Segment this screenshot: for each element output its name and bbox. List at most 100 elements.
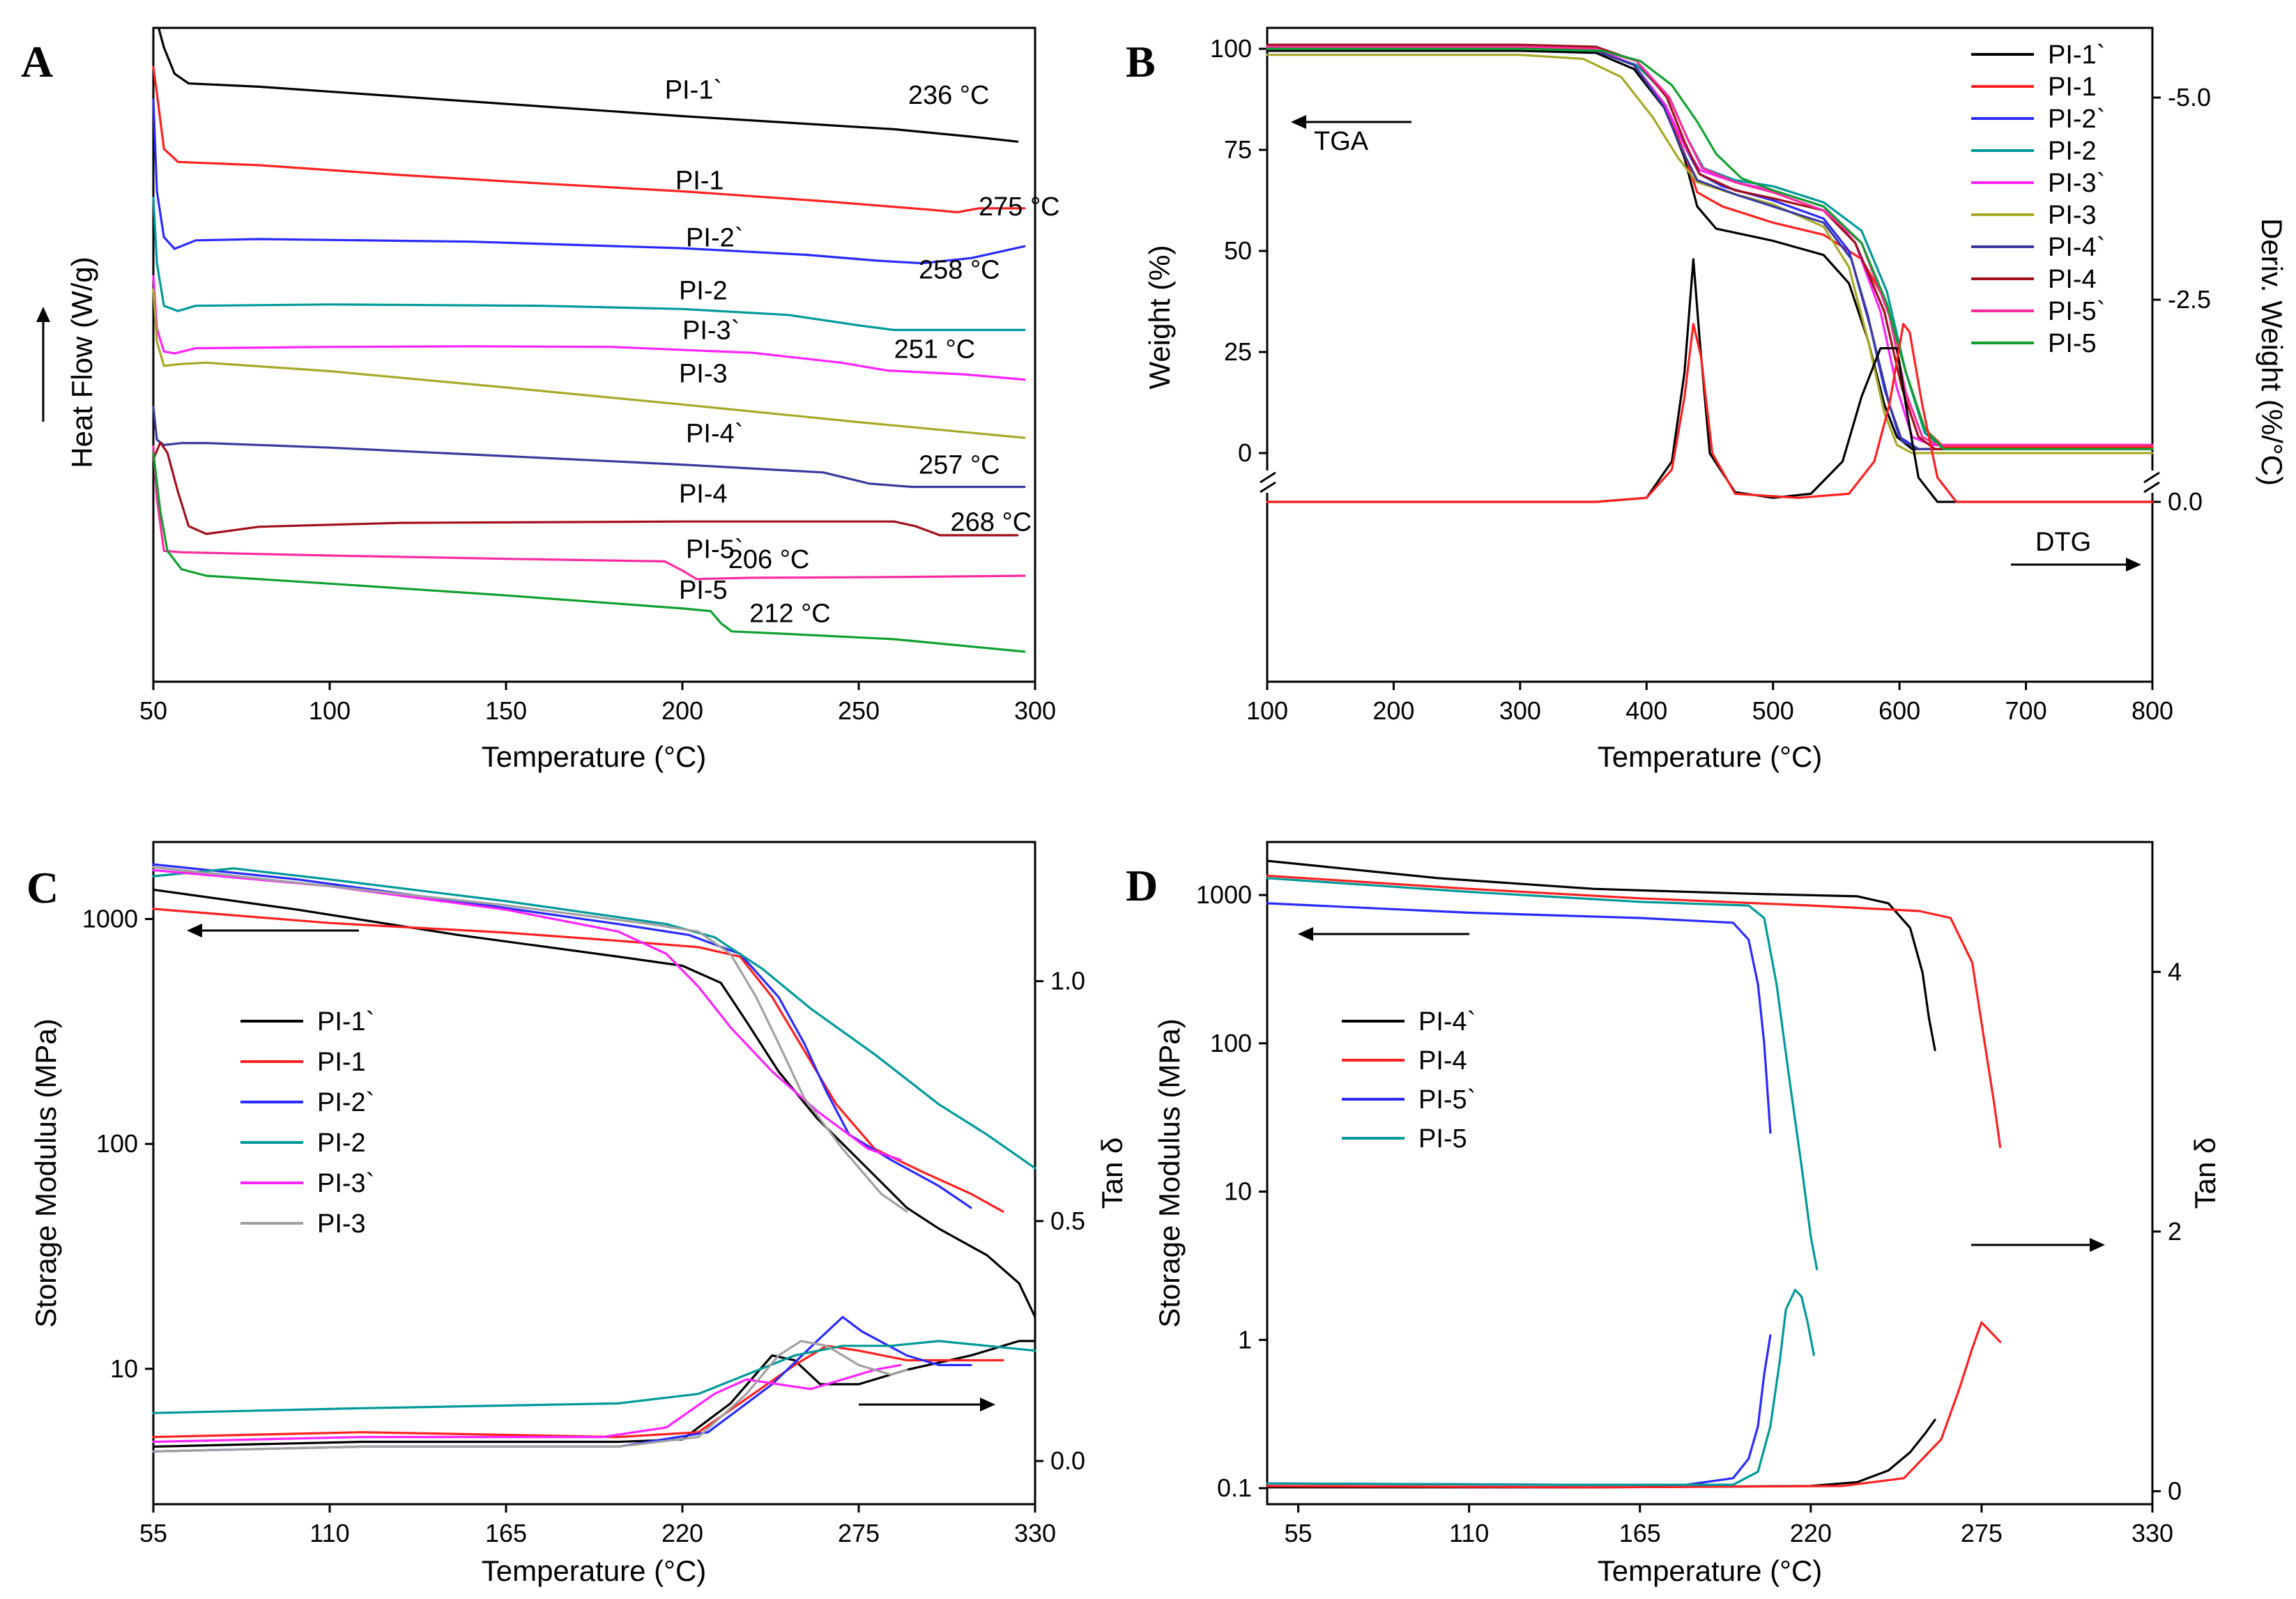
- panel-c-modulus-arrow: [187, 924, 359, 938]
- panel-d-y-tick-label: 10: [1224, 1177, 1252, 1206]
- panel-b-tga-curve-pi-5: [1266, 47, 2154, 450]
- panel-b-x-tick-label: 500: [1752, 696, 1794, 725]
- panel-b-tga-curve-pi-2: [1266, 47, 2154, 450]
- panel-d-y-tick-label: 1000: [1196, 880, 1252, 909]
- panel-b-y-tick-label: 50: [1224, 236, 1252, 265]
- panel-c-tan-curve-pi-2: [152, 1340, 1036, 1414]
- panel-b-y-tick-label: 0: [1238, 438, 1252, 467]
- panel-b-legend-label-pi-5: PI-5`: [2048, 297, 2105, 326]
- panel-a-curve-pi-5: [152, 445, 1026, 581]
- panel-d-tan-curve-pi-5: [1266, 1334, 1772, 1486]
- panel-a-label-pi-5: PI-5: [679, 576, 728, 605]
- panel-a-x-tick-label: 250: [838, 696, 880, 725]
- panel-d-legend-label-pi-5: PI-5: [1418, 1124, 1467, 1154]
- panel-c-x-tick-label: 220: [661, 1519, 703, 1547]
- panel-b-y-tick-label: 100: [1210, 34, 1252, 63]
- panel-b-dtg-curve-pi-1: [1266, 258, 2154, 503]
- panel-b-legend-label-pi-4: PI-4: [2048, 265, 2097, 294]
- panel-a-curves: [152, 26, 1026, 653]
- panel-b-break-mark-3: [2143, 471, 2160, 484]
- panel-b-tga-curve-pi-4: [1266, 47, 2154, 450]
- panel-a-curve-labels: PI-1` 236 °C PI-1 275 °C PI-2` 258 °C PI-2 PI-3…: [665, 75, 1060, 628]
- panel-d-tan-curve-pi-5: [1266, 1289, 1815, 1486]
- panel-b-legend: PI-1`PI-1 PI-2` PI-2 PI-3` PI-3 PI-4` PI-4 PI-5…: [1971, 40, 2105, 358]
- panel-b-y-tick-label: 75: [1224, 135, 1252, 164]
- panel-a-up-arrow: [36, 307, 50, 422]
- panel-b-x-tick-label: 400: [1625, 696, 1667, 725]
- panel-letter-d: D: [1126, 861, 1158, 910]
- panel-c-modulus-curve-pi-1: [152, 908, 1004, 1213]
- panel-d-x-tick-label: 110: [1449, 1519, 1489, 1547]
- panel-c-legend-label-pi-3: PI-3`: [317, 1169, 374, 1198]
- panel-d-y2-tick-label: 4: [2168, 957, 2182, 986]
- panel-c-tan-curve-pi-3: [152, 1363, 902, 1444]
- panel-c-legend-label-pi-3: PI-3: [317, 1209, 366, 1239]
- panel-a-up-arrow-head: [36, 307, 50, 322]
- panel-c-tan-curve-pi-3: [152, 1340, 908, 1453]
- panel-b-y-axis-label: Weight (%): [1143, 245, 1176, 390]
- panel-c-y2-tick-label: 0.5: [1050, 1207, 1085, 1235]
- panel-d-tan-arrow-head: [2090, 1238, 2105, 1252]
- panel-c-tan-curve-pi-1: [152, 1340, 1036, 1448]
- panel-c-x-tick-label: 330: [1014, 1519, 1056, 1547]
- panel-b-tga-annotation: TGA: [1314, 127, 1369, 156]
- panel-a-label-pi-2: PI-2`: [686, 223, 743, 252]
- panel-b-y-tick-label: 25: [1224, 337, 1252, 366]
- panel-b-axis-break: [1260, 471, 2160, 494]
- panel-letter-b: B: [1126, 37, 1156, 86]
- panel-b-x-tick-label: 800: [2132, 696, 2173, 725]
- panel-a-label-pi-1: PI-1`: [665, 75, 722, 105]
- panel-c-x-tick-label: 275: [838, 1519, 880, 1547]
- panel-b-y2-tick-label: -2.5: [2168, 285, 2211, 314]
- panel-c-tan-arrow: [859, 1398, 995, 1411]
- panel-c-x-tick-label: 55: [139, 1519, 167, 1547]
- panel-a-curve-pi-2: [152, 197, 1026, 331]
- panel-c-legend: PI-1` PI-1 PI-2` PI-2 PI-3` PI-3: [240, 1007, 374, 1239]
- panel-a-frame: [152, 26, 1036, 683]
- panel-b-legend-label-pi-4: PI-4`: [2048, 233, 2105, 262]
- panel-d-y2-axis-label: Tan δ: [2189, 1138, 2221, 1209]
- panel-c-legend-label-pi-1: PI-1`: [317, 1007, 374, 1036]
- panel-c-legend-label-pi-2: PI-2: [317, 1129, 366, 1158]
- panel-b-tga-arrow: [1291, 115, 1411, 129]
- panel-b-break-mark-4: [2143, 481, 2160, 494]
- panel-d-modulus-curve-pi-4: [1266, 874, 2002, 1149]
- panel-a-x-axis-label: Temperature (°C): [482, 740, 707, 773]
- panel-d-x-tick-label: 220: [1790, 1519, 1832, 1547]
- panel-b-tga-curve-pi-2: [1266, 47, 2154, 450]
- panel-c-legend-label-pi-1: PI-1: [317, 1048, 366, 1077]
- panel-a-label-pi-3: PI-3`: [682, 316, 740, 345]
- panel-d-frame: [1266, 841, 2154, 1506]
- panel-c-y-tick-label: 10: [110, 1354, 138, 1383]
- panel-d-modulus-curve-pi-5: [1266, 877, 1819, 1271]
- panel-b-break-mark-1: [1260, 471, 1276, 484]
- panel-b-x-tick-label: 100: [1246, 696, 1288, 725]
- panel-b-tga-curve-pi-3: [1266, 54, 2154, 454]
- panel-a-curve-pi-3: [152, 288, 1026, 439]
- panel-letter-c: C: [26, 863, 59, 912]
- panel-b-y2-tick-label: 0.0: [2168, 487, 2203, 516]
- panel-a-y-axis-label: Heat Flow (W/g): [66, 257, 98, 468]
- panel-a-tg-label-pi-5: 206 °C: [728, 545, 810, 574]
- panel-a-x-tick-label: 150: [485, 696, 527, 725]
- panel-b-x-tick-label: 300: [1499, 696, 1541, 725]
- panel-a-x-ticks: 50 100 150 200 250 300: [139, 682, 1056, 725]
- panel-b-legend-label-pi-1: PI-1: [2048, 72, 2097, 102]
- panel-d-y-tick-label: 100: [1210, 1029, 1252, 1057]
- panel-d-y-tick-label: 1: [1238, 1325, 1252, 1354]
- panel-a-curve-pi-3: [152, 275, 1026, 381]
- panel-b-x-axis-label: Temperature (°C): [1598, 740, 1823, 773]
- panel-a-curve-pi-1: [158, 26, 1019, 143]
- panel-c-y-tick-label: 100: [96, 1129, 138, 1158]
- panel-d-x-tick-label: 165: [1619, 1519, 1661, 1547]
- panel-a-x-tick-label: 300: [1014, 696, 1056, 725]
- panel-d-legend: PI-4` PI-4 PI-5` PI-5: [1342, 1007, 1476, 1154]
- panel-a-x-tick-label: 200: [661, 696, 703, 725]
- panel-b-y2-tick-label: -5.0: [2168, 83, 2211, 112]
- panel-a-label-pi-2: PI-2: [679, 276, 728, 305]
- panel-d-tan-curve-pi-4: [1266, 1418, 1936, 1489]
- panel-c-modulus-arrow-head: [187, 924, 202, 938]
